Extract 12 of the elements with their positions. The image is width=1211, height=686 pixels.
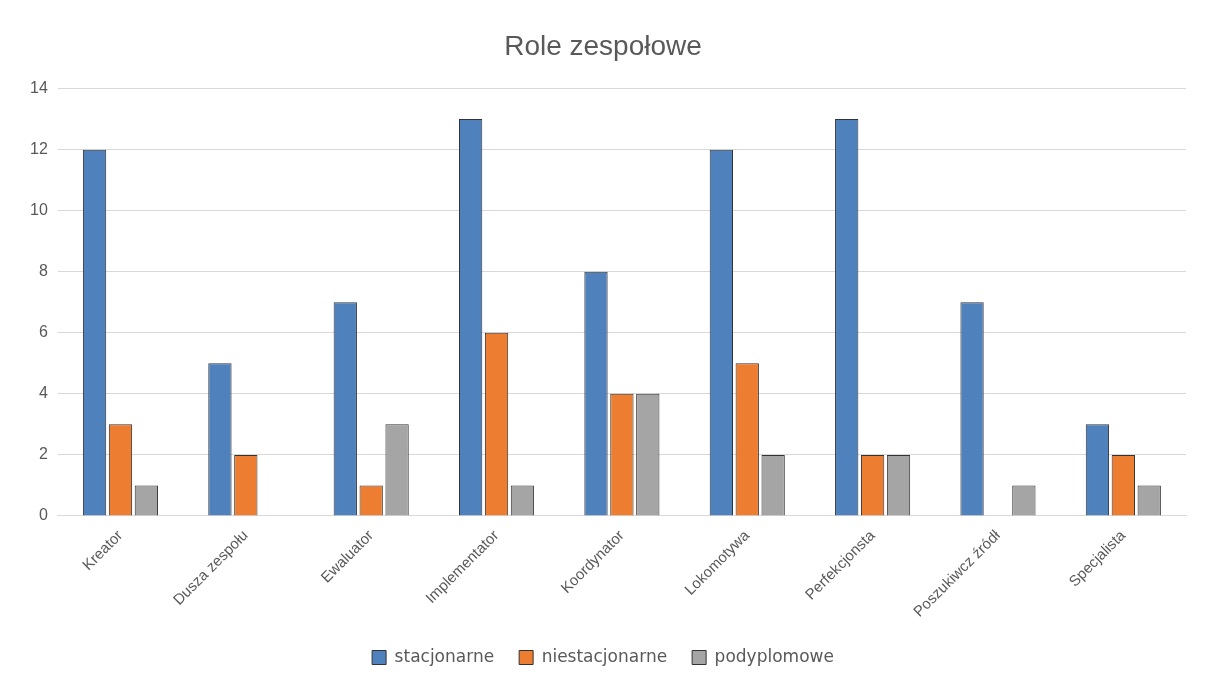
y-tick-label: 4 (38, 384, 48, 402)
legend-label: stacjonarne (394, 645, 495, 666)
y-tick-label: 8 (38, 262, 48, 280)
legend-label: niestacjonarne (541, 645, 668, 666)
y-tick-label: 0 (38, 506, 48, 524)
legend-label: podyplomowe (714, 645, 834, 666)
y-tick-label: 10 (30, 201, 48, 219)
y-tick-label: 2 (38, 445, 48, 463)
y-tick-label: 14 (30, 79, 48, 97)
y-tick-label: 6 (38, 323, 48, 341)
chart-title: Role zespołowe (504, 29, 702, 61)
y-tick-label: 12 (30, 140, 48, 158)
